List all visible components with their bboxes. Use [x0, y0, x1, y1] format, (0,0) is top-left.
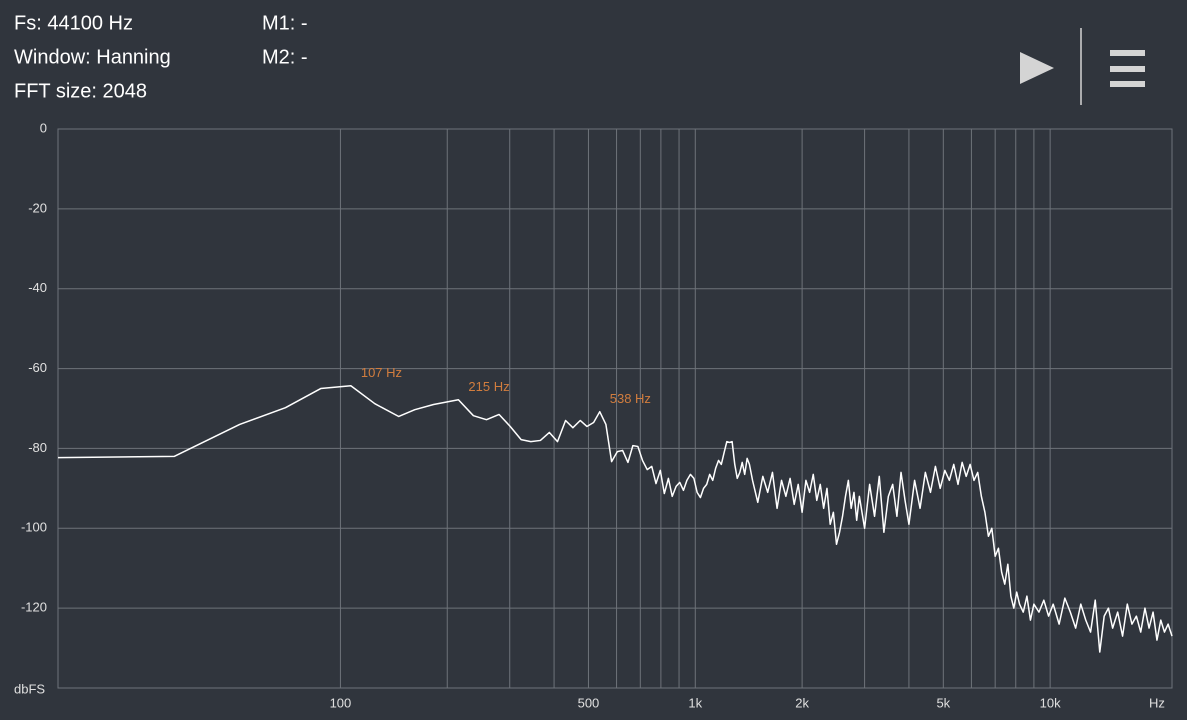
- plot-frame: [57, 128, 1173, 689]
- y-axis-label: dbFS: [14, 681, 45, 696]
- x-tick-label: 5k: [936, 695, 950, 710]
- x-axis-label: Hz: [1149, 695, 1165, 710]
- spectrum-line: [57, 384, 1173, 653]
- x-tick-label: 10k: [1040, 695, 1061, 710]
- fs-label: Fs: 44100 Hz: [14, 12, 133, 34]
- y-tick-label: 0: [40, 120, 47, 135]
- menu-bar[interactable]: [1110, 50, 1145, 56]
- menu-bar[interactable]: [1110, 81, 1145, 87]
- menu-bar[interactable]: [1110, 66, 1145, 72]
- play-button[interactable]: [1008, 44, 1064, 94]
- x-tick-label: 2k: [795, 695, 809, 710]
- window-label: Window: Hanning: [14, 46, 171, 68]
- marker-1-label: M1: -: [262, 12, 308, 34]
- y-tick-label: -120: [21, 600, 47, 615]
- y-tick-label: -100: [21, 520, 47, 535]
- peak-label: 215 Hz: [468, 379, 509, 394]
- x-tick-label: 100: [330, 695, 352, 710]
- peak-label: 538 Hz: [610, 391, 651, 406]
- x-tick-label: 500: [578, 695, 600, 710]
- menu-button[interactable]: [1100, 44, 1156, 94]
- x-tick-label: 1k: [688, 695, 702, 710]
- play-icon[interactable]: [1020, 52, 1054, 84]
- y-tick-label: -20: [28, 200, 47, 215]
- y-tick-label: -40: [28, 280, 47, 295]
- y-tick-label: -80: [28, 440, 47, 455]
- peak-label: 107 Hz: [361, 365, 402, 380]
- marker-2-label: M2: -: [262, 46, 308, 68]
- y-tick-label: -60: [28, 360, 47, 375]
- fft-size-label: FFT size: 2048: [14, 80, 147, 102]
